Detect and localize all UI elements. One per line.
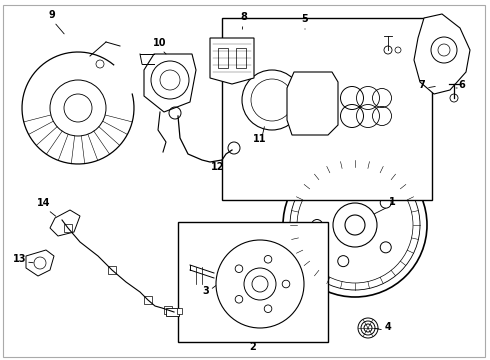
Polygon shape	[414, 14, 470, 94]
Polygon shape	[210, 38, 254, 84]
Text: 8: 8	[241, 12, 247, 22]
Text: 11: 11	[253, 134, 267, 144]
Bar	[108, 266, 116, 274]
Bar	[177, 308, 182, 314]
Bar	[64, 224, 72, 232]
Bar	[222, 18, 432, 200]
Polygon shape	[50, 210, 80, 236]
Bar	[218, 48, 228, 68]
Text: 9: 9	[49, 10, 55, 20]
Text: 7: 7	[418, 80, 425, 90]
Text: 5: 5	[302, 14, 308, 24]
Bar	[164, 306, 172, 314]
Bar	[236, 48, 246, 68]
Polygon shape	[287, 72, 338, 135]
Bar	[166, 308, 179, 316]
Text: 3: 3	[203, 286, 209, 296]
Polygon shape	[26, 250, 54, 276]
Text: 1: 1	[389, 197, 395, 207]
Text: 12: 12	[211, 162, 225, 172]
Text: 10: 10	[153, 38, 167, 48]
Text: 13: 13	[13, 254, 27, 264]
Text: 6: 6	[459, 80, 466, 90]
Text: 4: 4	[385, 322, 392, 332]
Text: 2: 2	[249, 342, 256, 352]
Text: 14: 14	[37, 198, 51, 208]
Bar	[178, 222, 328, 342]
Polygon shape	[144, 54, 196, 112]
Bar	[144, 296, 152, 304]
